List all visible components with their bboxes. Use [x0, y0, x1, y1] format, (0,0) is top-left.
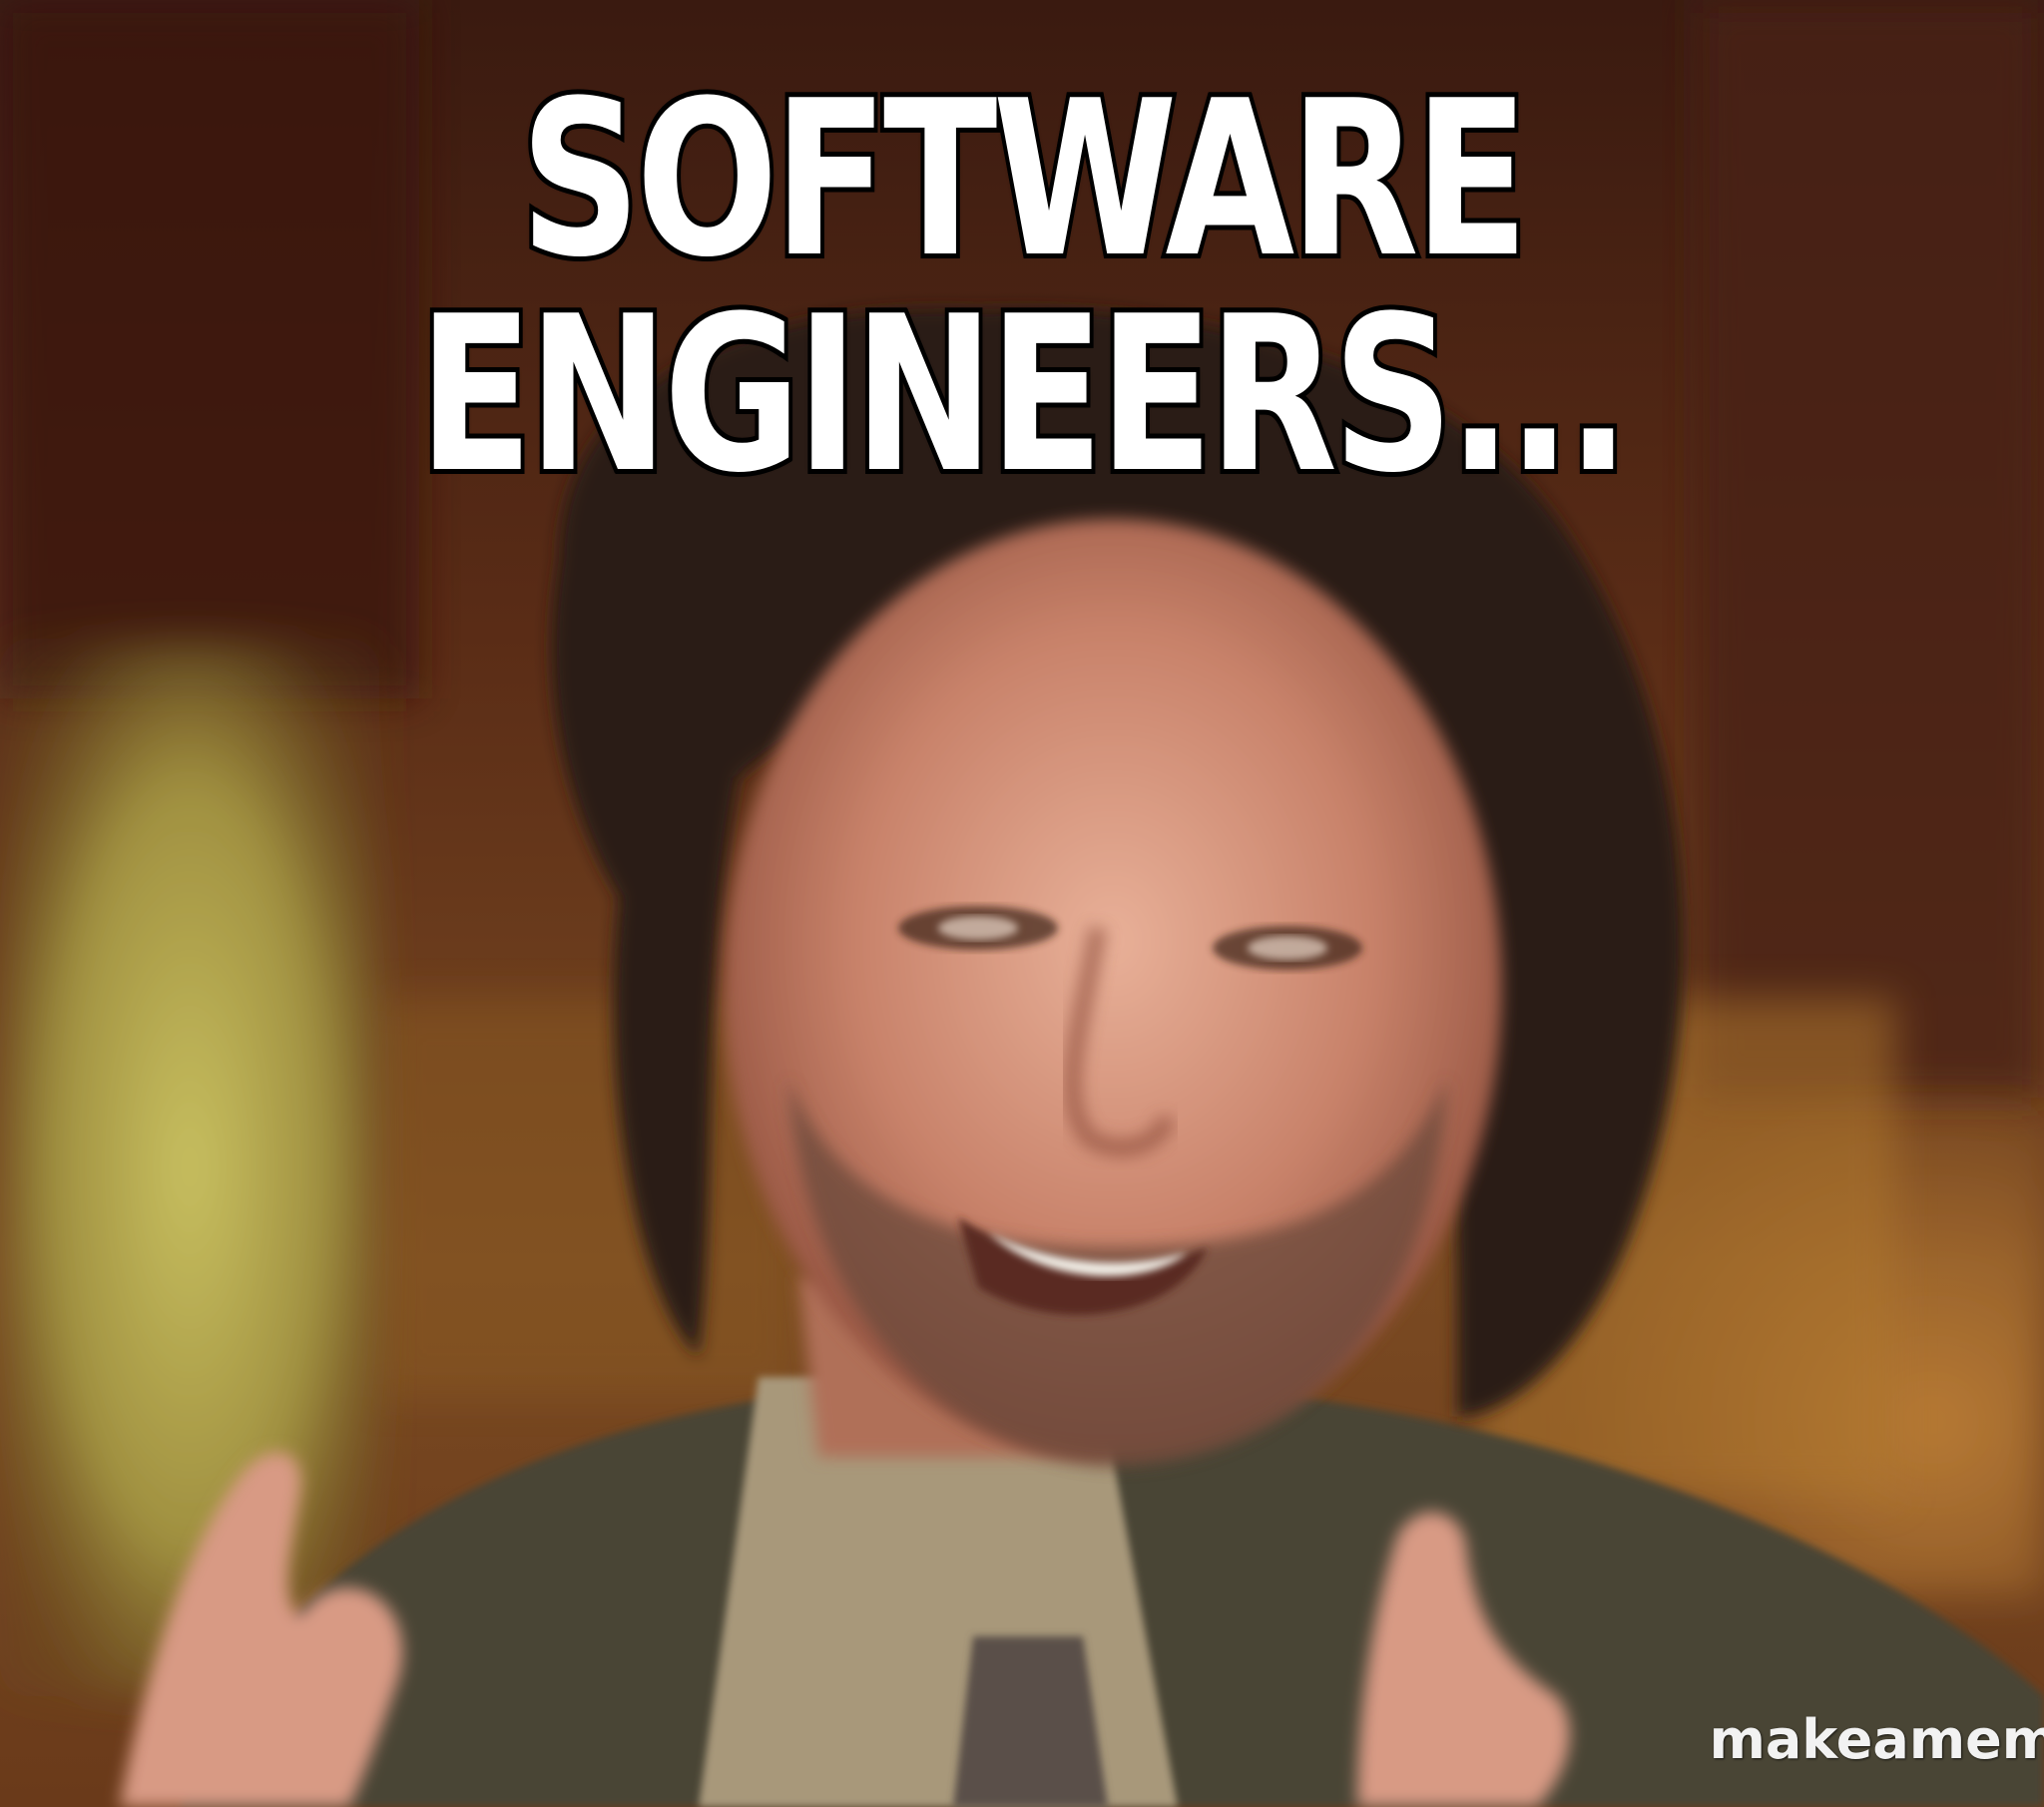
caption-line-2: ENGINEERS...	[414, 269, 1634, 520]
caption-line-1: SOFTWARE	[516, 54, 1532, 304]
watermark-text: makeamem	[1709, 1708, 2044, 1771]
